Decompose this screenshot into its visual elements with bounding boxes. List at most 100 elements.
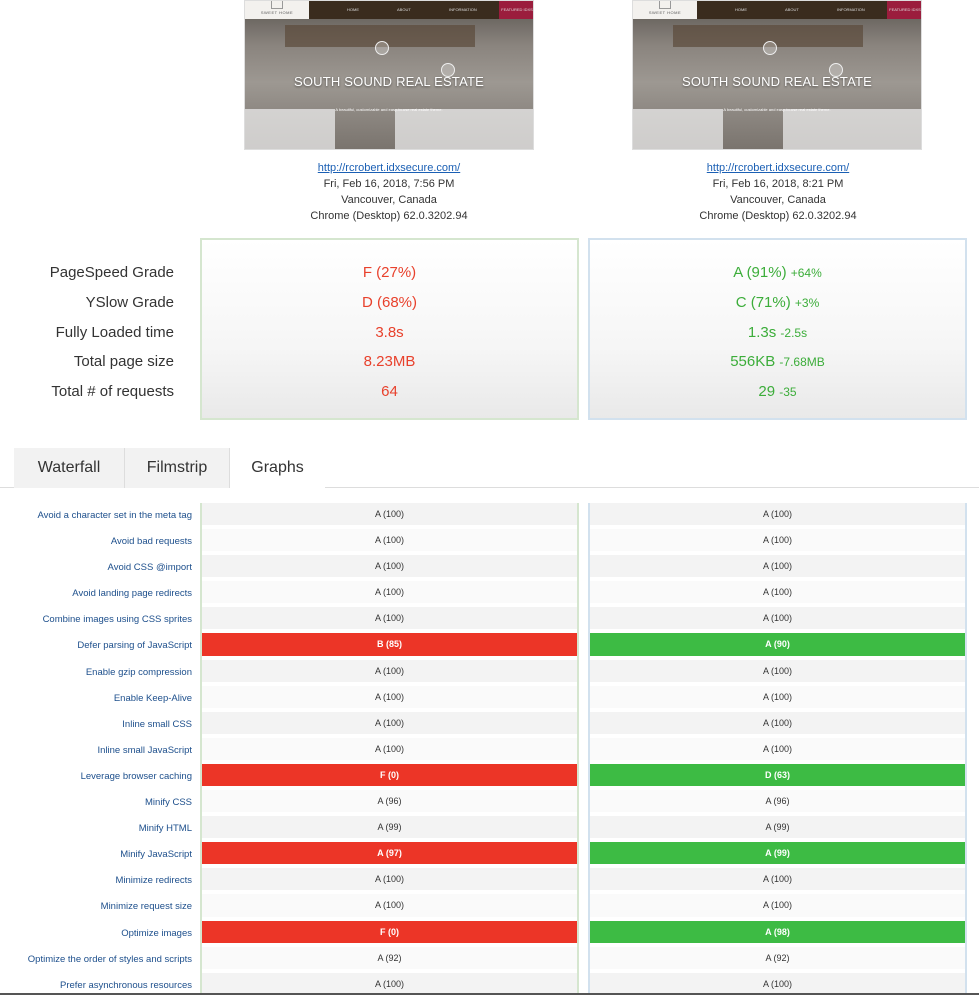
before-rule-score: A (100)	[202, 685, 577, 712]
rule-name[interactable]: Minimize redirects	[115, 875, 192, 887]
tab-waterfall[interactable]: Waterfall	[14, 448, 125, 488]
before-rule-score: A (100)	[202, 529, 577, 556]
before-rule-score: A (99)	[202, 816, 577, 843]
site-logo: SWEET HOME	[633, 1, 697, 19]
before-rule-score: A (100)	[202, 581, 577, 608]
rule-name[interactable]: Minify CSS	[145, 797, 192, 809]
rule-name[interactable]: Leverage browser caching	[80, 770, 192, 782]
before-test-info: http://rcrobert.idxsecure.com/ Fri, Feb …	[239, 160, 539, 224]
summary-label: Total page size	[73, 353, 174, 371]
before-screenshot[interactable]: SWEET HOME HOME ABOUT INFORMATION FEATUR…	[244, 0, 534, 150]
rule-name[interactable]: Avoid landing page redirects	[72, 588, 192, 600]
page-bottom-edge	[0, 993, 979, 995]
kitchen-cabinet	[245, 109, 335, 149]
site-nav: HOME ABOUT INFORMATION FEATURED IDXS	[697, 1, 921, 19]
before-rule-score: A (92)	[202, 946, 577, 973]
pendant-lamp	[441, 63, 455, 77]
summary-label: Fully Loaded time	[55, 323, 174, 341]
before-rule-score: A (97)	[202, 842, 577, 869]
before-rule-score: A (100)	[202, 555, 577, 582]
rule-name[interactable]: Enable Keep-Alive	[113, 692, 192, 704]
hero-title: SOUTH SOUND REAL ESTATE	[294, 74, 484, 89]
after-rule-score: A (100)	[590, 868, 965, 895]
test-browser: Chrome (Desktop) 62.0.3202.94	[310, 210, 468, 222]
rule-name[interactable]: Avoid a character set in the meta tag	[37, 510, 192, 521]
summary-label: Total # of requests	[51, 383, 174, 401]
site-nav-item: HOME	[735, 7, 747, 12]
summary-labels: PageSpeed Grade YSlow Grade Fully Loaded…	[0, 258, 174, 407]
after-rule-score: A (100)	[590, 711, 965, 738]
pendant-lamp	[375, 41, 389, 55]
rule-name[interactable]: Combine images using CSS sprites	[42, 614, 192, 626]
tab-graphs[interactable]: Graphs	[230, 448, 325, 488]
hero-subtitle: A beautiful, customizable and easy-to-us…	[723, 107, 831, 112]
before-rule-score: A (100)	[202, 868, 577, 895]
after-requests: 29	[758, 383, 776, 401]
rule-name[interactable]: Minify JavaScript	[120, 849, 192, 861]
rule-name[interactable]: Minify HTML	[138, 823, 192, 835]
before-rule-score: A (100)	[202, 894, 577, 921]
after-rule-score: A (100)	[590, 659, 965, 686]
after-page-size: 556KB	[730, 353, 776, 371]
after-rule-score: A (100)	[590, 972, 965, 995]
after-fully-loaded: 1.3s	[747, 323, 777, 341]
before-requests: 64	[381, 383, 398, 401]
tabs-divider	[0, 487, 979, 488]
hero-subtitle: A beautiful, customizable and easy-to-us…	[335, 107, 443, 112]
before-rule-score: A (100)	[202, 711, 577, 738]
after-rule-score: A (99)	[590, 842, 965, 869]
rule-name[interactable]: Enable gzip compression	[85, 666, 192, 678]
after-yslow-row: C (71%) +3%	[590, 288, 965, 318]
rule-names: Avoid a character set in the meta tag Avo…	[0, 503, 192, 995]
rule-name[interactable]: Avoid bad requests	[110, 536, 192, 548]
rule-name[interactable]: Defer parsing of JavaScript	[77, 640, 192, 652]
site-nav-item: INFORMATION	[837, 7, 865, 12]
site-nav-item-active: FEATURED IDXS	[887, 1, 921, 19]
after-rule-score: A (100)	[590, 581, 965, 608]
kitchen-cabinet	[783, 109, 921, 149]
after-pagespeed-grade: A (91%)	[733, 264, 787, 281]
site-nav-item: INFORMATION	[449, 7, 477, 12]
after-rule-score: A (96)	[590, 790, 965, 817]
site-nav-item: ABOUT	[397, 7, 411, 12]
site-nav-item: HOME	[347, 7, 359, 12]
rule-name[interactable]: Avoid CSS @import	[107, 562, 192, 574]
rule-name[interactable]: Optimize images	[121, 927, 192, 939]
after-rule-score: D (63)	[590, 763, 965, 791]
before-rule-score: A (96)	[202, 790, 577, 817]
before-yslow-grade: D (68%)	[361, 293, 417, 311]
test-location: Vancouver, Canada	[341, 194, 437, 206]
site-logo: SWEET HOME	[245, 1, 309, 19]
rule-name[interactable]: Inline small CSS	[122, 718, 192, 730]
before-rule-score: F (0)	[202, 763, 577, 791]
test-location: Vancouver, Canada	[730, 194, 826, 206]
after-rule-score: A (100)	[590, 737, 965, 764]
rule-name[interactable]: Inline small JavaScript	[97, 744, 192, 756]
rule-name[interactable]: Optimize the order of styles and scripts	[27, 953, 192, 965]
site-nav-item-active: FEATURED IDXS	[499, 1, 533, 19]
hero-title: SOUTH SOUND REAL ESTATE	[682, 74, 872, 89]
before-rule-score: A (100)	[202, 503, 577, 530]
before-rule-score: B (85)	[202, 633, 577, 660]
test-datetime: Fri, Feb 16, 2018, 7:56 PM	[323, 178, 455, 190]
loaded-delta: -2.5s	[780, 325, 808, 340]
kitchen-cabinet	[395, 109, 533, 149]
before-page-size: 8.23MB	[363, 353, 416, 371]
rule-name[interactable]: Prefer asynchronous resources	[59, 979, 192, 991]
after-size-row: 556KB -7.68MB	[590, 347, 965, 377]
after-rule-score: A (100)	[590, 555, 965, 582]
requests-delta: -35	[779, 385, 797, 400]
test-datetime: Fri, Feb 16, 2018, 8:21 PM	[712, 178, 844, 190]
after-rule-score: A (100)	[590, 503, 965, 530]
after-rule-score: A (100)	[590, 529, 965, 556]
before-rule-score: A (100)	[202, 737, 577, 764]
house-icon	[659, 1, 671, 9]
after-screenshot[interactable]: SWEET HOME HOME ABOUT INFORMATION FEATUR…	[632, 0, 922, 150]
after-test-url[interactable]: http://rcrobert.idxsecure.com/	[706, 162, 850, 174]
size-delta: -7.68MB	[779, 355, 825, 370]
tab-filmstrip[interactable]: Filmstrip	[125, 448, 230, 488]
before-test-url[interactable]: http://rcrobert.idxsecure.com/	[317, 162, 461, 174]
rule-name[interactable]: Minimize request size	[100, 901, 192, 913]
before-rule-score: A (100)	[202, 659, 577, 686]
after-pagespeed-row: A (91%) +64%	[590, 258, 965, 288]
